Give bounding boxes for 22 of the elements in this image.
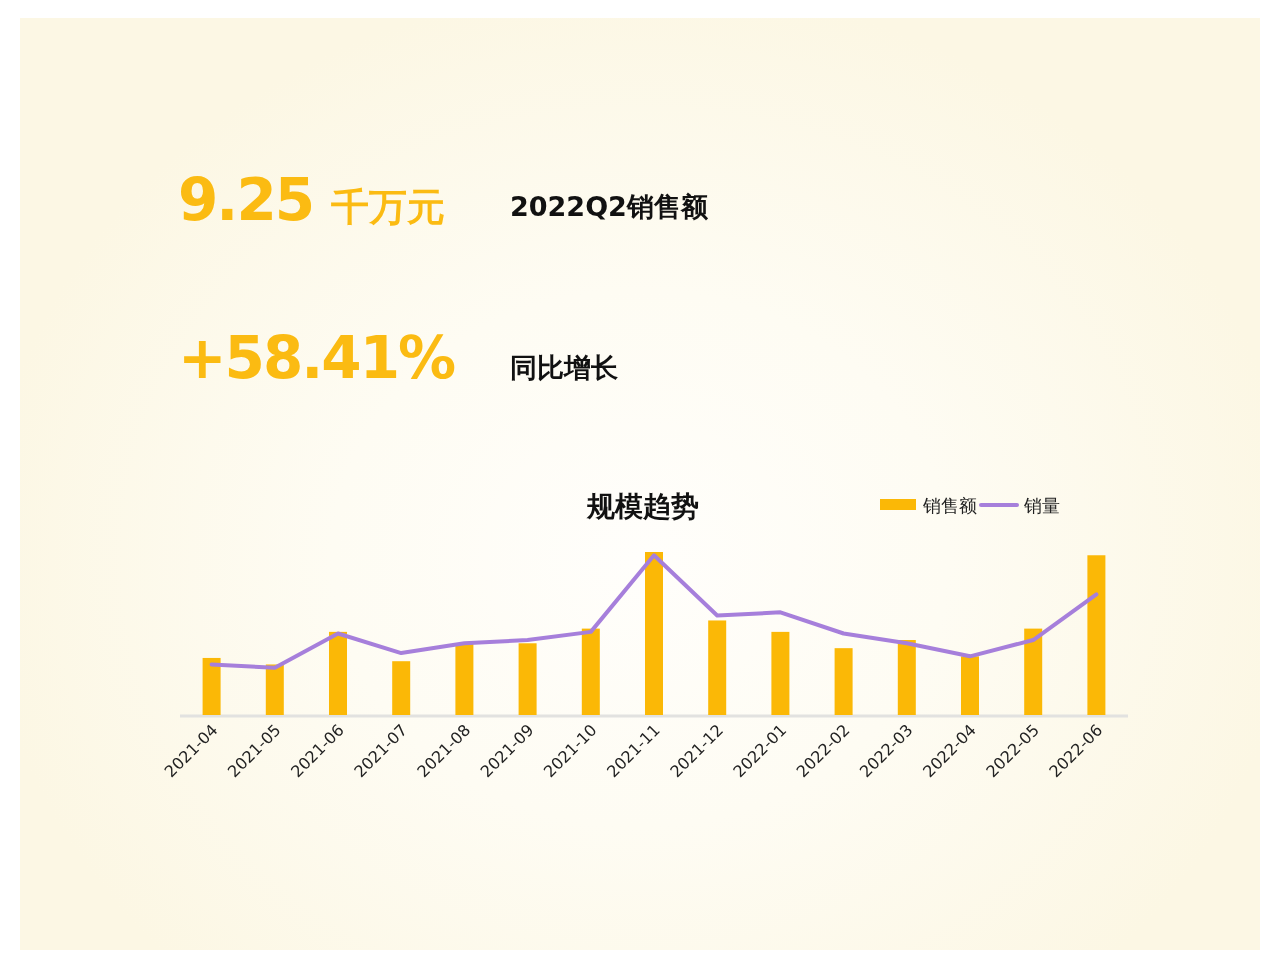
bar xyxy=(834,648,853,715)
legend-label: 销售额 xyxy=(922,495,977,516)
text: 9.25 千万元 xyxy=(178,166,446,234)
legend-label: 销量 xyxy=(1023,495,1060,516)
bar xyxy=(455,643,474,715)
bar xyxy=(771,631,790,715)
text: 同比增长 xyxy=(510,352,618,383)
bar xyxy=(961,656,979,715)
bar xyxy=(518,643,537,715)
chart-title: 规模趋势 xyxy=(586,490,699,523)
text: 2022Q2销售额 xyxy=(510,191,709,222)
bar xyxy=(1024,628,1043,715)
bar xyxy=(897,640,916,715)
bar xyxy=(645,552,663,715)
text: +58.41% xyxy=(178,324,456,392)
bar xyxy=(581,628,600,715)
bar xyxy=(202,657,221,715)
bar xyxy=(329,631,347,715)
bar xyxy=(392,661,411,715)
bar xyxy=(708,620,727,715)
bar xyxy=(265,664,284,715)
bar xyxy=(1087,555,1106,715)
